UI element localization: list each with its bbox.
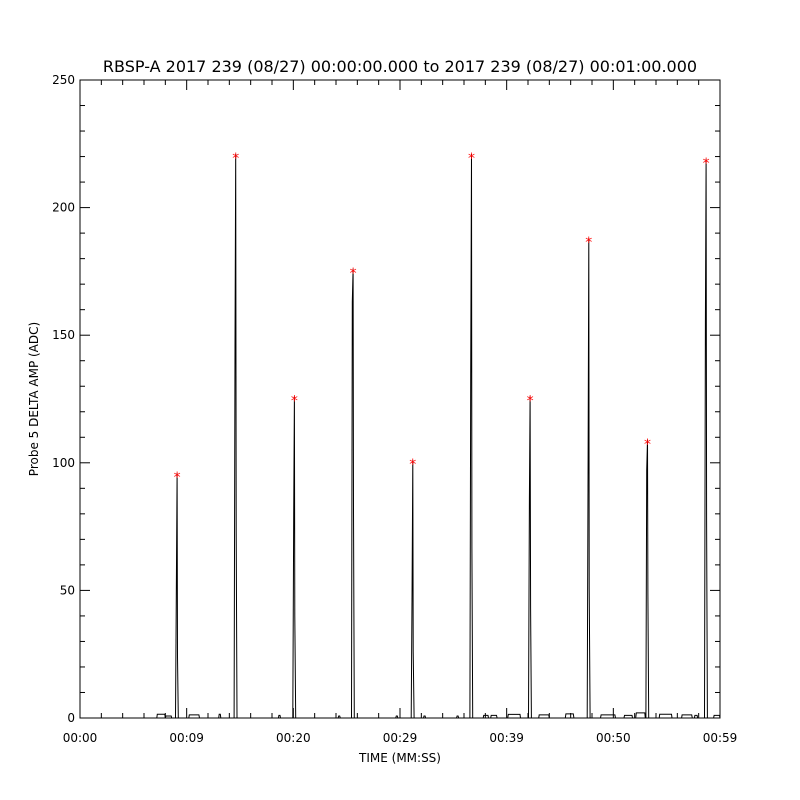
- peak-marker: *: [585, 235, 592, 251]
- y-tick-label: 100: [52, 456, 75, 470]
- peak-marker: *: [527, 393, 534, 409]
- y-tick-label: 50: [60, 583, 75, 597]
- y-tick-label: 150: [52, 328, 75, 342]
- peak-markers: * * * * * * * * * *: [174, 151, 710, 486]
- peak-marker: *: [409, 457, 416, 473]
- y-tick-label: 250: [52, 73, 75, 87]
- axis-ticks: 0 50 100 150 200 250 00:00 00:09 00:20 00:29 00:39…: [52, 73, 737, 745]
- amplitude-line: [80, 153, 721, 719]
- peak-marker: *: [468, 151, 475, 167]
- x-tick-label: 00:09: [169, 731, 204, 745]
- y-axis-title: Probe 5 DELTA AMP (ADC): [27, 322, 41, 476]
- x-tick-label: 00:29: [383, 731, 418, 745]
- data-series: [80, 153, 721, 719]
- peak-marker: *: [174, 470, 181, 486]
- x-tick-label: 00:20: [276, 731, 311, 745]
- peak-marker: *: [291, 393, 298, 409]
- x-tick-label: 00:39: [489, 731, 524, 745]
- peak-marker: *: [703, 156, 710, 172]
- y-tick-label: 0: [67, 711, 75, 725]
- x-tick-label: 00:59: [703, 731, 738, 745]
- y-tick-label: 200: [52, 201, 75, 215]
- peak-marker: *: [350, 266, 357, 282]
- x-tick-label: 00:00: [63, 731, 98, 745]
- peak-marker: *: [644, 437, 651, 453]
- x-tick-label: 00:50: [596, 731, 631, 745]
- x-axis-title: TIME (MM:SS): [358, 751, 441, 765]
- peak-marker: *: [232, 151, 239, 167]
- chart-title: RBSP-A 2017 239 (08/27) 00:00:00.000 to …: [103, 57, 697, 76]
